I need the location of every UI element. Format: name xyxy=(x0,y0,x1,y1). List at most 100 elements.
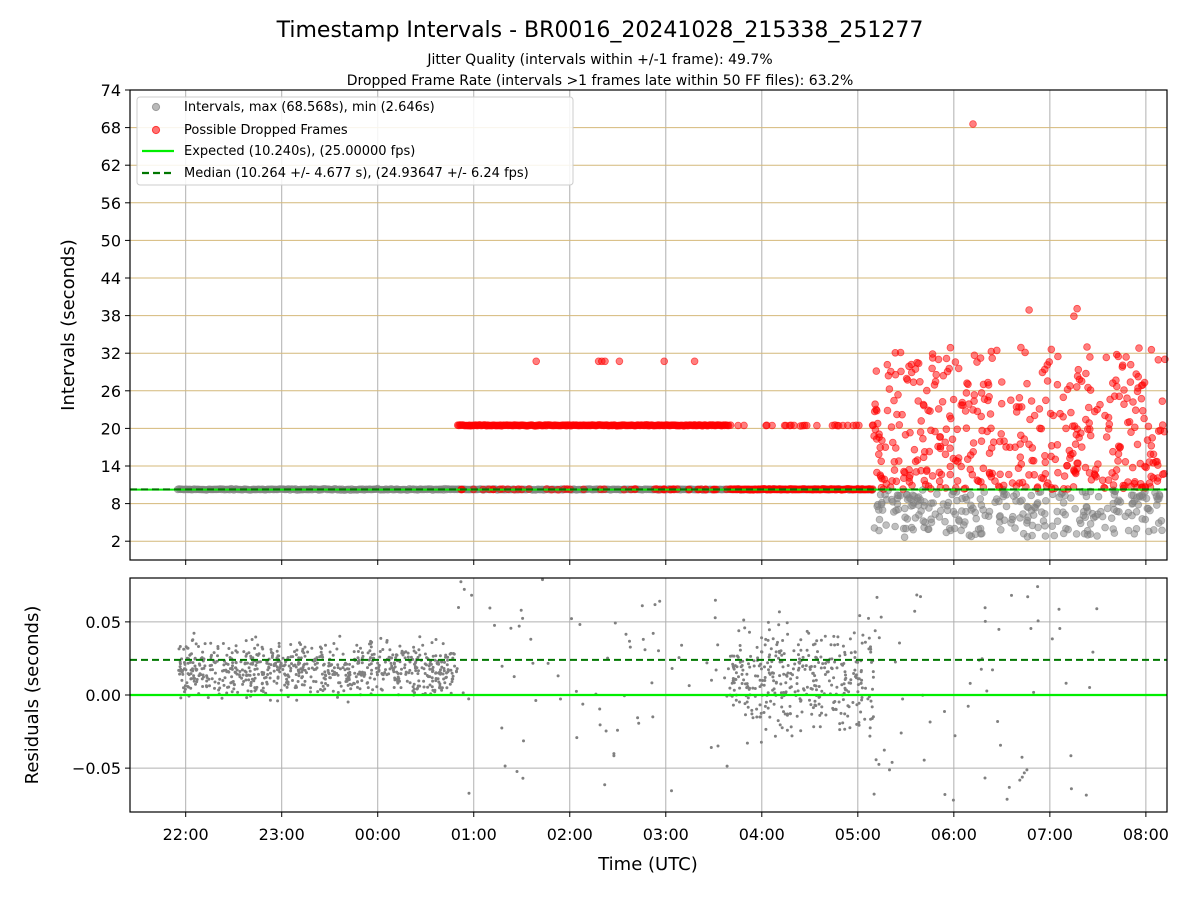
residual-point xyxy=(285,685,289,689)
interval-point xyxy=(902,524,910,533)
residual-point xyxy=(817,702,821,706)
residual-point xyxy=(805,685,809,689)
dropped-frame-point xyxy=(985,449,994,458)
legend-median-label: Median (10.264 +/- 4.677 s), (24.93647 +… xyxy=(184,166,529,181)
residual-point xyxy=(849,651,853,655)
x-tick-label: 22:00 xyxy=(163,825,209,844)
dropped-frame-point xyxy=(1109,481,1118,489)
residual-point xyxy=(770,671,774,675)
residual-point xyxy=(186,672,190,676)
interval-point xyxy=(1150,526,1158,534)
legend-intervals-label: Intervals, max (68.568s), min (2.646s) xyxy=(184,100,435,115)
residual-point xyxy=(254,635,258,639)
residual-point xyxy=(867,636,871,640)
residual-point xyxy=(431,670,434,674)
dropped-frame-point xyxy=(917,417,925,425)
residual-point xyxy=(177,647,181,651)
dropped-frame-point xyxy=(891,348,900,357)
dropped-frame-point xyxy=(907,360,916,369)
legend-dropped-marker xyxy=(151,125,161,135)
residual-point xyxy=(264,675,268,679)
residual-point xyxy=(336,673,340,677)
residual-point xyxy=(438,670,442,674)
residual-point xyxy=(1084,793,1088,797)
residual-point xyxy=(859,670,863,674)
residual-point xyxy=(843,712,847,716)
residual-point xyxy=(346,700,350,704)
x-tick-label: 07:00 xyxy=(1027,825,1073,844)
residual-point xyxy=(188,653,192,657)
residual-point xyxy=(376,661,380,665)
residual-point xyxy=(305,662,309,666)
residual-point xyxy=(877,636,881,640)
residual-point xyxy=(868,734,872,738)
residual-point xyxy=(319,650,323,654)
residual-point xyxy=(500,726,504,730)
residual-point xyxy=(238,670,242,673)
residual-point xyxy=(394,653,398,657)
residual-point xyxy=(812,679,815,683)
dropped-frame-point xyxy=(1160,427,1169,436)
top-y-tick-label: 50 xyxy=(101,231,121,250)
residual-point xyxy=(731,679,735,683)
dropped-frame-point xyxy=(1004,470,1013,479)
residual-point xyxy=(297,674,301,678)
residual-point xyxy=(760,667,763,671)
dropped-frame-point xyxy=(1046,409,1055,418)
dropped-frame-point xyxy=(1062,424,1070,433)
residual-point xyxy=(799,648,803,652)
residual-point xyxy=(276,699,280,703)
dropped-frame-point xyxy=(962,389,971,397)
interval-point xyxy=(943,501,952,510)
residual-point xyxy=(238,675,242,679)
residual-point xyxy=(380,672,384,675)
residual-point xyxy=(670,667,674,670)
residual-point xyxy=(323,670,327,674)
residual-point xyxy=(628,645,632,649)
residual-point xyxy=(186,685,190,688)
residual-point xyxy=(816,650,819,654)
residual-point xyxy=(230,675,234,679)
residual-point xyxy=(314,680,318,684)
bottom-y-tick-label: 0.00 xyxy=(85,686,121,705)
residual-point xyxy=(768,715,772,719)
dropped-frame-point xyxy=(928,472,937,480)
residual-point xyxy=(417,669,420,673)
residual-point xyxy=(360,679,364,683)
residual-point xyxy=(556,674,560,678)
residual-point xyxy=(859,710,863,714)
dropped-frame-point xyxy=(890,396,898,405)
residual-point xyxy=(743,626,747,630)
residual-point xyxy=(373,677,377,681)
residual-point xyxy=(818,725,822,729)
dropped-frame-point xyxy=(1114,352,1123,361)
residual-point xyxy=(368,649,372,653)
dropped-frame-point xyxy=(978,426,986,435)
interval-point xyxy=(1083,526,1092,535)
residual-point xyxy=(833,643,837,647)
residual-point xyxy=(541,578,544,582)
residual-point xyxy=(343,663,347,667)
residual-point xyxy=(299,656,303,660)
residual-point xyxy=(428,667,432,671)
residual-point xyxy=(574,689,578,693)
residual-point xyxy=(1036,585,1040,589)
residual-point xyxy=(336,691,340,694)
residual-point xyxy=(823,634,827,638)
residual-point xyxy=(983,606,987,610)
residual-point xyxy=(417,679,421,683)
interval-point xyxy=(1110,490,1119,499)
residual-point xyxy=(795,682,799,686)
residual-point xyxy=(808,698,811,702)
residual-point xyxy=(687,684,691,688)
residual-point xyxy=(369,645,373,649)
residual-point xyxy=(297,669,301,673)
interval-point xyxy=(1129,491,1138,500)
residual-point xyxy=(203,642,207,646)
interval-point xyxy=(1008,512,1017,521)
residual-point xyxy=(275,681,279,685)
dropped-frame-point xyxy=(942,354,951,363)
legend-box xyxy=(136,96,574,186)
residual-point xyxy=(275,665,279,669)
residual-point xyxy=(789,685,793,689)
